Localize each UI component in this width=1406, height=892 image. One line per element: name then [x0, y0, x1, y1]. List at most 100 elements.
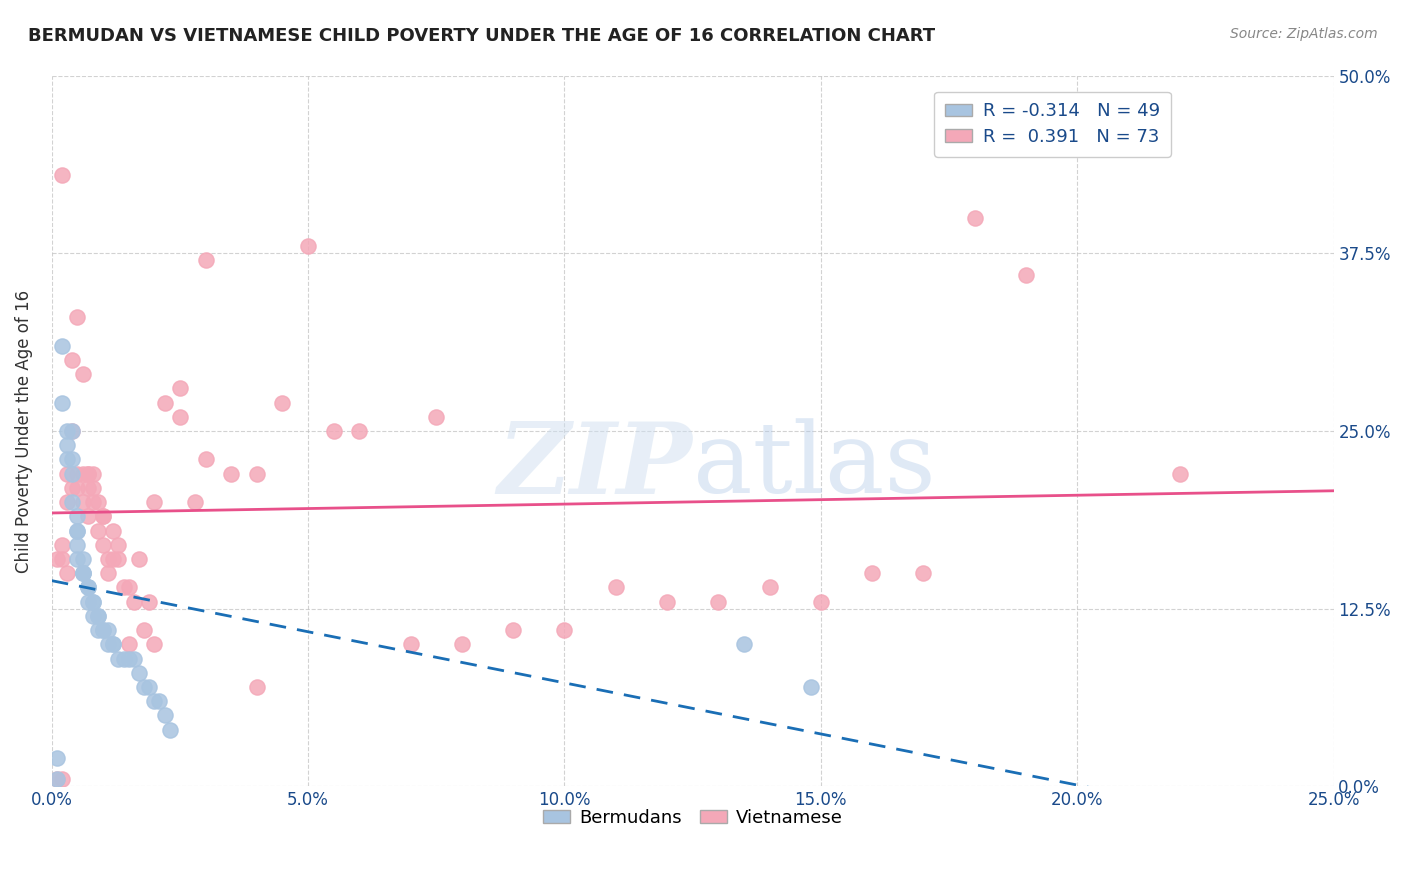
- Point: [169, 409, 191, 424]
- Point: [118, 637, 141, 651]
- Point: [91, 538, 114, 552]
- Point: [107, 538, 129, 552]
- Point: [707, 594, 730, 608]
- Point: [810, 594, 832, 608]
- Point: [72, 495, 94, 509]
- Point: [91, 509, 114, 524]
- Point: [82, 594, 104, 608]
- Point: [76, 594, 98, 608]
- Point: [87, 608, 110, 623]
- Point: [45, 772, 67, 787]
- Point: [122, 594, 145, 608]
- Point: [45, 552, 67, 566]
- Point: [87, 623, 110, 637]
- Point: [118, 581, 141, 595]
- Point: [72, 467, 94, 481]
- Point: [45, 772, 67, 787]
- Point: [87, 524, 110, 538]
- Point: [97, 552, 120, 566]
- Point: [169, 381, 191, 395]
- Point: [72, 566, 94, 581]
- Point: [112, 581, 135, 595]
- Point: [76, 581, 98, 595]
- Point: [297, 239, 319, 253]
- Point: [97, 623, 120, 637]
- Point: [107, 552, 129, 566]
- Point: [76, 467, 98, 481]
- Point: [138, 680, 160, 694]
- Point: [82, 481, 104, 495]
- Point: [60, 424, 83, 438]
- Point: [103, 552, 125, 566]
- Point: [60, 352, 83, 367]
- Point: [860, 566, 883, 581]
- Point: [97, 637, 120, 651]
- Point: [103, 524, 125, 538]
- Point: [72, 566, 94, 581]
- Text: BERMUDAN VS VIETNAMESE CHILD POVERTY UNDER THE AGE OF 16 CORRELATION CHART: BERMUDAN VS VIETNAMESE CHILD POVERTY UND…: [28, 27, 935, 45]
- Point: [66, 467, 89, 481]
- Point: [1168, 467, 1191, 481]
- Point: [51, 772, 73, 787]
- Y-axis label: Child Poverty Under the Age of 16: Child Poverty Under the Age of 16: [15, 289, 32, 573]
- Point: [60, 452, 83, 467]
- Point: [56, 424, 79, 438]
- Point: [399, 637, 422, 651]
- Point: [56, 467, 79, 481]
- Point: [82, 608, 104, 623]
- Point: [451, 637, 474, 651]
- Point: [51, 168, 73, 182]
- Point: [143, 694, 166, 708]
- Point: [103, 637, 125, 651]
- Point: [138, 594, 160, 608]
- Point: [799, 680, 821, 694]
- Legend: Bermudans, Vietnamese: Bermudans, Vietnamese: [536, 802, 849, 834]
- Point: [118, 651, 141, 665]
- Point: [107, 651, 129, 665]
- Point: [502, 623, 524, 637]
- Point: [143, 637, 166, 651]
- Point: [56, 438, 79, 452]
- Point: [91, 623, 114, 637]
- Point: [349, 424, 371, 438]
- Point: [66, 509, 89, 524]
- Point: [72, 566, 94, 581]
- Point: [963, 211, 986, 225]
- Point: [91, 509, 114, 524]
- Point: [72, 367, 94, 381]
- Point: [132, 623, 155, 637]
- Point: [66, 524, 89, 538]
- Point: [60, 424, 83, 438]
- Point: [128, 552, 150, 566]
- Point: [148, 694, 170, 708]
- Point: [87, 608, 110, 623]
- Point: [60, 495, 83, 509]
- Point: [322, 424, 344, 438]
- Point: [76, 481, 98, 495]
- Point: [194, 452, 217, 467]
- Point: [60, 467, 83, 481]
- Point: [912, 566, 935, 581]
- Point: [56, 452, 79, 467]
- Point: [51, 395, 73, 409]
- Point: [655, 594, 678, 608]
- Point: [76, 581, 98, 595]
- Point: [553, 623, 575, 637]
- Point: [87, 495, 110, 509]
- Point: [425, 409, 447, 424]
- Point: [184, 495, 207, 509]
- Point: [194, 253, 217, 268]
- Point: [159, 723, 181, 737]
- Text: atlas: atlas: [693, 418, 935, 515]
- Point: [56, 495, 79, 509]
- Point: [91, 623, 114, 637]
- Point: [1015, 268, 1038, 282]
- Point: [128, 665, 150, 680]
- Point: [51, 538, 73, 552]
- Point: [82, 467, 104, 481]
- Text: ZIP: ZIP: [498, 418, 693, 515]
- Point: [122, 651, 145, 665]
- Point: [246, 467, 269, 481]
- Point: [246, 680, 269, 694]
- Text: Source: ZipAtlas.com: Source: ZipAtlas.com: [1230, 27, 1378, 41]
